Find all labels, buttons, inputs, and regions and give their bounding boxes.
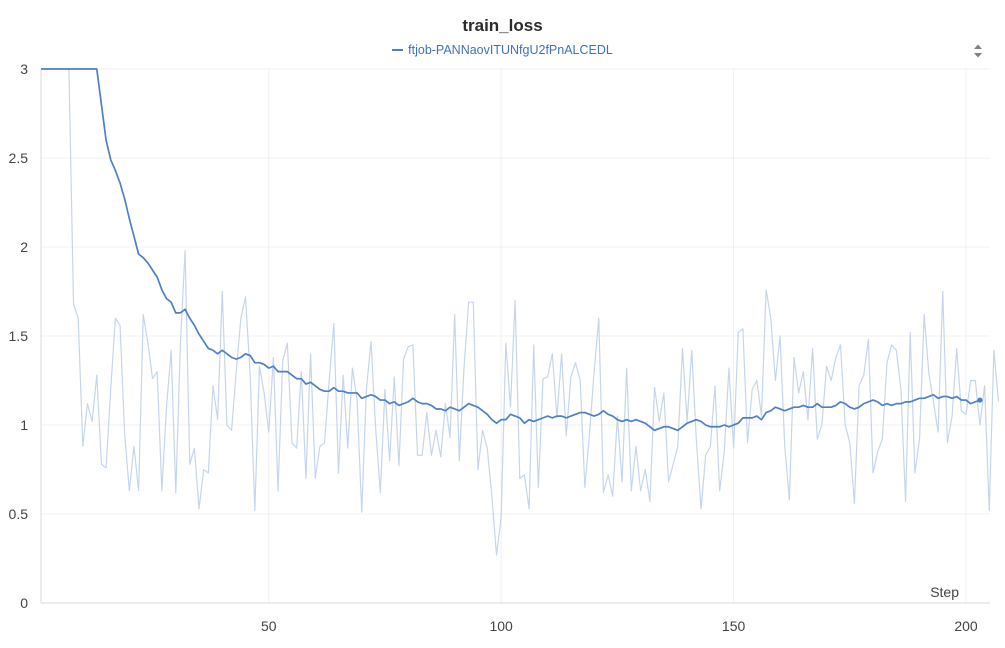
y-tick-label: 0 — [20, 595, 28, 611]
legend[interactable]: ftjob-PANNaovITUNfgU2fPnALCEDL — [0, 43, 1005, 57]
x-tick-label: 150 — [722, 618, 746, 634]
raw-loss-line — [41, 68, 1000, 556]
y-tick-label: 2 — [20, 239, 28, 255]
axes — [40, 69, 990, 604]
legend-series-label: ftjob-PANNaovITUNfgU2fPnALCEDL — [408, 43, 613, 57]
y-tick-label: 1 — [20, 417, 28, 433]
legend-line-icon — [392, 48, 404, 51]
raw-series-layer — [41, 68, 1000, 556]
y-tick-label: 0.5 — [9, 506, 29, 522]
y-tick-label: 3 — [20, 61, 28, 77]
last-point-marker — [977, 397, 983, 403]
x-axis-label: Step — [930, 584, 959, 600]
y-tick-label: 2.5 — [9, 150, 29, 166]
y-tick-label: 1.5 — [9, 328, 29, 344]
x-tick-label: 100 — [489, 618, 513, 634]
smoothed-loss-line — [41, 68, 981, 432]
legend-scroll-toggle-icon[interactable] — [970, 41, 986, 61]
x-tick-label: 200 — [954, 618, 978, 634]
chart-title: train_loss — [462, 16, 543, 35]
tick-labels: 0 0.5 1 1.5 2 2.5 3 50 100 150 200 — [9, 61, 978, 634]
smoothed-series-layer — [41, 68, 983, 432]
x-tick-label: 50 — [261, 618, 277, 634]
